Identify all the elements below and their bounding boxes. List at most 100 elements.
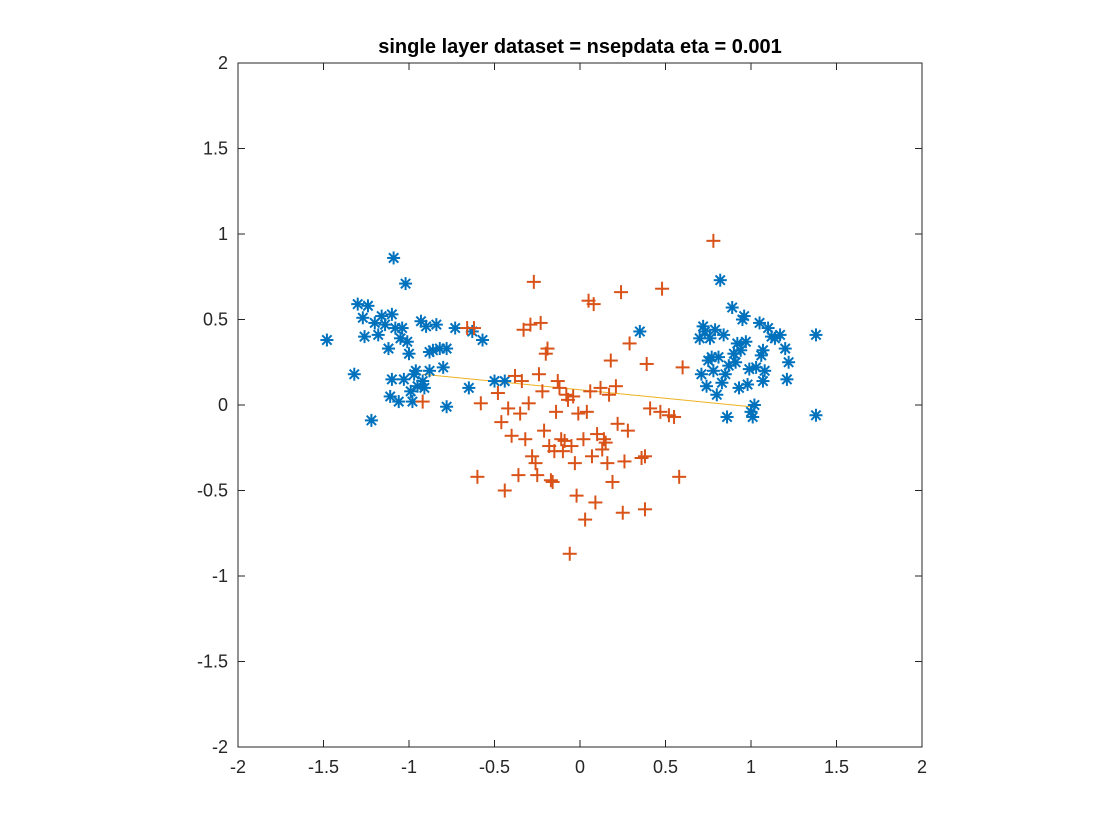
asterisk-point: [693, 331, 707, 345]
plus-point: [497, 483, 512, 498]
asterisk-point: [387, 251, 401, 265]
asterisk-point: [746, 410, 760, 424]
plus-point: [533, 315, 548, 330]
asterisk-point: [758, 364, 772, 378]
asterisk-point: [392, 395, 406, 409]
asterisk-point: [734, 343, 748, 357]
plus-point: [549, 404, 564, 419]
plus-point: [584, 449, 599, 464]
plus-point: [569, 488, 584, 503]
asterisk-point: [383, 389, 397, 403]
plus-point: [643, 401, 658, 416]
plus-point: [537, 423, 552, 438]
plus-point: [564, 439, 579, 454]
y-tick-label: 0: [218, 395, 228, 415]
x-tick-label: 1: [746, 757, 756, 777]
plus-point: [586, 297, 601, 312]
asterisk-point: [400, 335, 414, 349]
asterisk-point: [739, 335, 753, 349]
plus-point: [535, 384, 550, 399]
asterisk-point: [371, 328, 385, 342]
asterisk-point: [713, 273, 727, 287]
plus-point: [501, 401, 516, 416]
asterisk-point: [782, 355, 796, 369]
plus-point: [490, 386, 505, 401]
asterisk-point: [737, 309, 751, 323]
asterisk-point: [351, 297, 365, 311]
plus-point: [639, 356, 654, 371]
plus-point: [525, 449, 540, 464]
asterisk-point: [356, 311, 370, 325]
x-axis-tick-labels: -2 -1.5 -1 -0.5 0 0.5 1 1.5 2: [230, 757, 927, 777]
asterisk-point: [773, 328, 787, 342]
plus-point: [552, 380, 567, 395]
asterisk-point: [368, 316, 382, 330]
plus-point: [610, 416, 625, 431]
plus-point: [605, 474, 620, 489]
x-axis-ticks: [237, 63, 923, 747]
asterisk-point: [698, 324, 712, 338]
asterisk-point: [361, 299, 375, 313]
asterisk-point: [381, 342, 395, 356]
plus-point: [531, 367, 546, 382]
plus-point: [504, 428, 519, 443]
asterisk-point: [402, 347, 416, 361]
asterisk-point: [436, 360, 450, 374]
plus-point: [567, 456, 582, 471]
asterisk-point: [440, 342, 454, 356]
plus-point: [523, 317, 538, 332]
plus-point: [540, 341, 555, 356]
plot-area: [237, 62, 923, 748]
x-tick-label: 1.5: [824, 757, 849, 777]
asterisk-point: [633, 324, 647, 338]
y-tick-label: -2: [212, 737, 228, 757]
asterisk-point: [778, 342, 792, 356]
plus-point: [614, 285, 629, 300]
plus-point: [637, 449, 652, 464]
plus-point: [655, 281, 670, 296]
asterisk-point: [378, 318, 392, 332]
y-axis-tick-labels: -2 -1.5 -1 -0.5 0 0.5 1 1.5 2: [197, 53, 228, 757]
asterisk-point: [725, 301, 739, 315]
asterisk-point: [700, 379, 714, 393]
plus-point: [550, 374, 565, 389]
plus-point: [617, 454, 632, 469]
plus-point: [554, 432, 569, 447]
y-axis-ticks: [238, 62, 922, 748]
plus-point: [415, 394, 430, 409]
plus-point: [588, 495, 603, 510]
plus-point: [555, 444, 570, 459]
x-tick-label: -1: [401, 757, 417, 777]
plus-point: [562, 546, 577, 561]
asterisk-point: [706, 364, 720, 378]
x-tick-label: -1.5: [308, 757, 339, 777]
asterisk-point: [395, 321, 409, 335]
series-asterisk: [320, 251, 823, 427]
asterisk-point: [809, 328, 823, 342]
plus-point: [608, 379, 623, 394]
asterisk-point: [399, 277, 413, 291]
plus-point: [620, 423, 635, 438]
plus-point: [473, 396, 488, 411]
plus-point: [598, 435, 613, 450]
plus-point: [530, 468, 545, 483]
plus-point: [600, 456, 615, 471]
asterisk-point: [397, 372, 411, 386]
asterisk-point: [429, 318, 443, 332]
plus-point: [571, 406, 586, 421]
plus-point: [470, 469, 485, 484]
plus-point: [578, 512, 593, 527]
asterisk-point: [747, 398, 761, 412]
plus-point: [545, 474, 560, 489]
plus-point: [593, 380, 608, 395]
asterisk-point: [498, 374, 512, 388]
y-tick-label: 2: [218, 53, 228, 73]
x-tick-label: 0: [575, 757, 585, 777]
asterisk-point: [364, 413, 378, 427]
x-tick-label: 2: [917, 757, 927, 777]
y-tick-label: 1.5: [203, 139, 228, 159]
plus-point: [675, 360, 690, 375]
y-tick-label: -0.5: [197, 481, 228, 501]
plus-point: [528, 456, 543, 471]
